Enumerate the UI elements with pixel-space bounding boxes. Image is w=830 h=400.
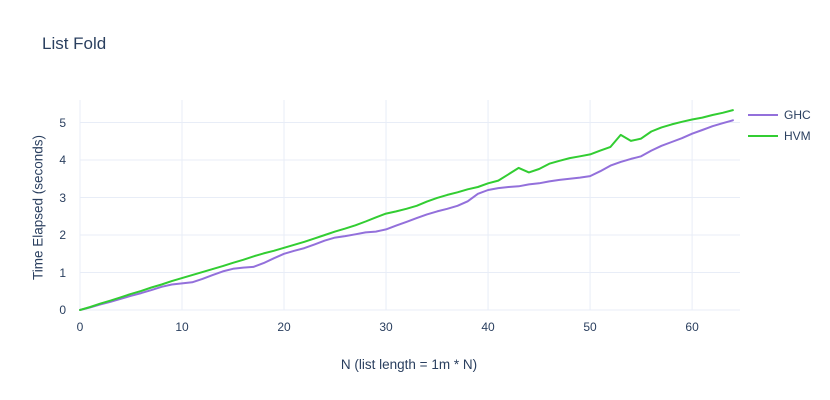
legend-swatch-hvm <box>748 134 778 137</box>
x-tick-label: 0 <box>76 320 84 334</box>
legend-swatch-ghc <box>748 113 778 116</box>
y-tick-label: 1 <box>59 265 66 280</box>
legend-label: HVM <box>784 128 811 143</box>
x-tick-label: 20 <box>277 320 291 334</box>
x-tick-label: 30 <box>379 320 393 334</box>
y-tick-label: 2 <box>59 228 66 242</box>
y-tick-label: 0 <box>59 303 66 317</box>
y-tick-label: 5 <box>59 115 66 130</box>
series-line-hvm[interactable] <box>79 109 734 311</box>
series-line-ghc[interactable] <box>79 119 734 311</box>
legend-item-hvm[interactable]: HVM <box>748 125 811 146</box>
y-tick-label: 4 <box>59 153 66 167</box>
x-tick-label: 60 <box>685 320 699 334</box>
y-tick-label: 3 <box>59 190 66 205</box>
legend-item-ghc[interactable]: GHC <box>748 104 811 125</box>
x-tick-label: 40 <box>481 320 495 334</box>
x-tick-label: 50 <box>583 320 597 334</box>
legend-label: GHC <box>784 107 811 122</box>
x-tick-label: 10 <box>175 320 189 334</box>
y-axis-title: Time Elapsed (seconds) <box>30 134 46 281</box>
chart-title: List Fold <box>42 34 107 53</box>
legend: GHC HVM <box>748 104 811 146</box>
x-axis-title: N (list length = 1m * N) <box>340 357 478 372</box>
